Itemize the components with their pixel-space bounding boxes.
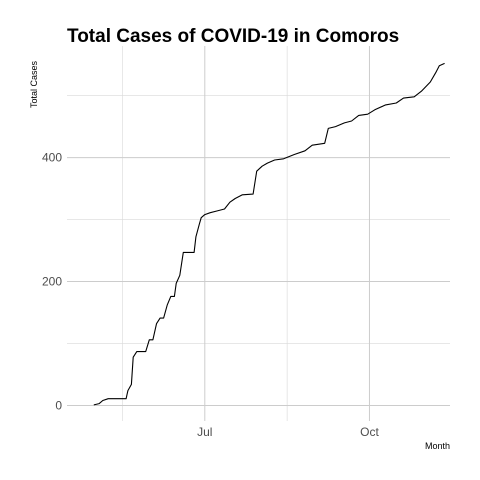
- x-tick-label: Jul: [197, 425, 212, 439]
- series-line: [94, 63, 445, 405]
- y-tick-label: 400: [42, 151, 62, 165]
- y-tick-label: 0: [55, 399, 62, 413]
- x-tick-label: Oct: [360, 425, 379, 439]
- y-tick-label: 200: [42, 275, 62, 289]
